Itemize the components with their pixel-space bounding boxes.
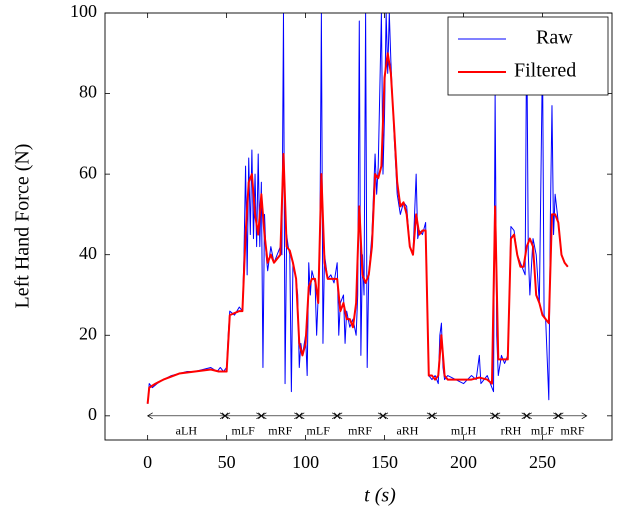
- segment-label: mRF: [561, 424, 585, 438]
- segment-label: aRH: [396, 424, 418, 438]
- x-tick-label: 100: [292, 452, 319, 472]
- plot-frame: [104, 12, 613, 441]
- segment-cross: [258, 412, 265, 420]
- y-tick-label: 100: [70, 1, 97, 21]
- segment-cross: [428, 412, 436, 420]
- legend-box: [447, 16, 609, 96]
- segment-label: mLF: [307, 424, 331, 438]
- segment-label: mLF: [232, 424, 256, 438]
- series-line: [147, 13, 569, 404]
- x-axis-label: t (s): [364, 485, 396, 507]
- x-tick-label: 0: [143, 452, 152, 472]
- segment-label: rRH: [501, 424, 522, 438]
- segment-cross: [379, 412, 387, 420]
- y-axis-label: Left Hand Force (N): [12, 144, 34, 309]
- y-tick-label: 40: [79, 243, 97, 263]
- y-tick-label: 60: [79, 162, 97, 182]
- segment-label: mLF: [531, 424, 555, 438]
- legend-label: Raw: [536, 27, 573, 49]
- segment-label: mLH: [451, 424, 477, 438]
- segment-cross: [491, 412, 499, 420]
- segment-cross: [221, 412, 229, 420]
- segment-arrow: [581, 412, 588, 420]
- plot-area: [146, 13, 569, 404]
- series-line: [146, 52, 569, 404]
- x-tick-label: 150: [371, 452, 398, 472]
- y-tick-label: 0: [88, 404, 97, 424]
- x-tick-label: 50: [218, 452, 236, 472]
- legend-label: Filtered: [514, 60, 576, 82]
- segment-label: mRF: [268, 424, 292, 438]
- x-tick-label: 250: [529, 452, 556, 472]
- segment-arrow: [146, 412, 153, 420]
- segment-label: mRF: [348, 424, 372, 438]
- segment-cross: [295, 412, 303, 420]
- y-tick-label: 80: [79, 82, 97, 102]
- x-tick-label: 200: [450, 452, 477, 472]
- segment-label: aLH: [176, 424, 198, 438]
- y-tick-label: 20: [79, 323, 97, 343]
- segment-cross: [333, 412, 341, 420]
- segment-cross: [523, 412, 530, 420]
- segment-cross: [555, 412, 562, 420]
